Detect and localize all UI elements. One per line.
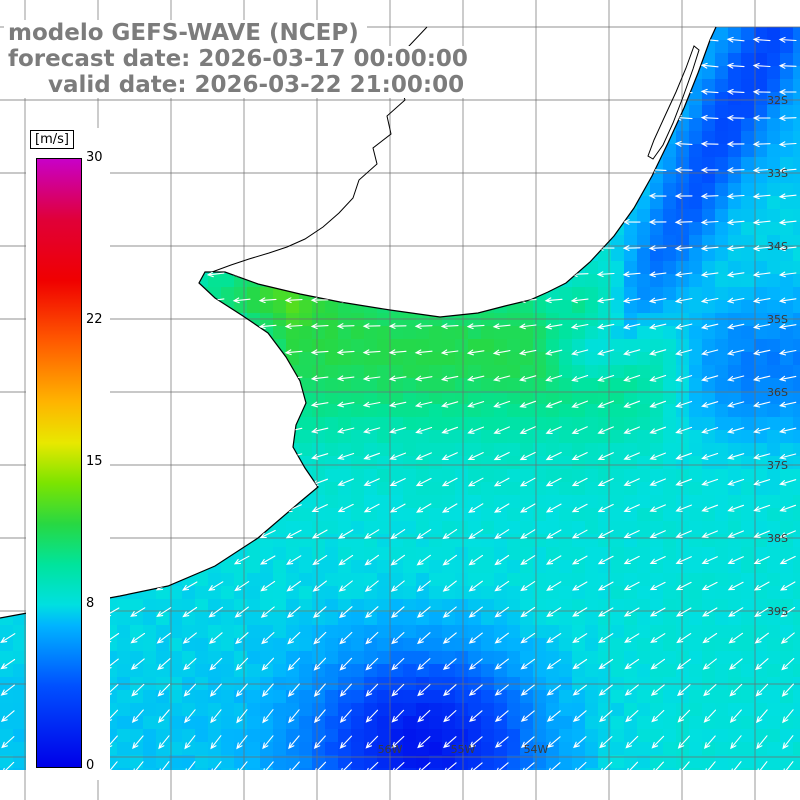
model-title: modelo GEFS-WAVE (NCEP) [4, 20, 367, 46]
lon-label: 56W [378, 743, 403, 756]
lat-label: 35S [767, 313, 788, 326]
lat-label: 32S [767, 94, 788, 107]
colorbar-tick: 30 [86, 150, 103, 165]
coastline [0, 26, 717, 619]
lon-label: 54W [524, 743, 549, 756]
lat-label: 34S [767, 240, 788, 253]
colorbar-gradient [36, 158, 82, 768]
lat-label: 33S [767, 167, 788, 180]
colorbar-tick: 0 [86, 758, 95, 773]
forecast-date-line: forecast date: 2026-03-17 00:00:00 [4, 46, 476, 72]
coastal-lagoon [647, 45, 700, 160]
colorbar-tick: 22 [86, 312, 103, 328]
lat-label: 36S [767, 386, 788, 399]
title-block: modelo GEFS-WAVE (NCEP) forecast date: 2… [4, 20, 476, 98]
lat-label: 38S [767, 532, 788, 545]
axis-labels: 32S 33S 34S 35S 36S 37S 38S 39S 56W 55W 54W [378, 94, 788, 756]
lon-label: 55W [451, 743, 476, 756]
lat-label: 39S [767, 605, 788, 618]
colorbar: [m/s] 30 22 15 8 0 [26, 128, 110, 780]
colorbar-tick: 15 [86, 454, 103, 469]
lat-label: 37S [767, 459, 788, 472]
colorbar-unit-label: [m/s] [30, 130, 74, 149]
colorbar-tick: 8 [86, 595, 95, 611]
valid-date-line: valid date: 2026-03-22 21:00:00 [4, 72, 473, 98]
